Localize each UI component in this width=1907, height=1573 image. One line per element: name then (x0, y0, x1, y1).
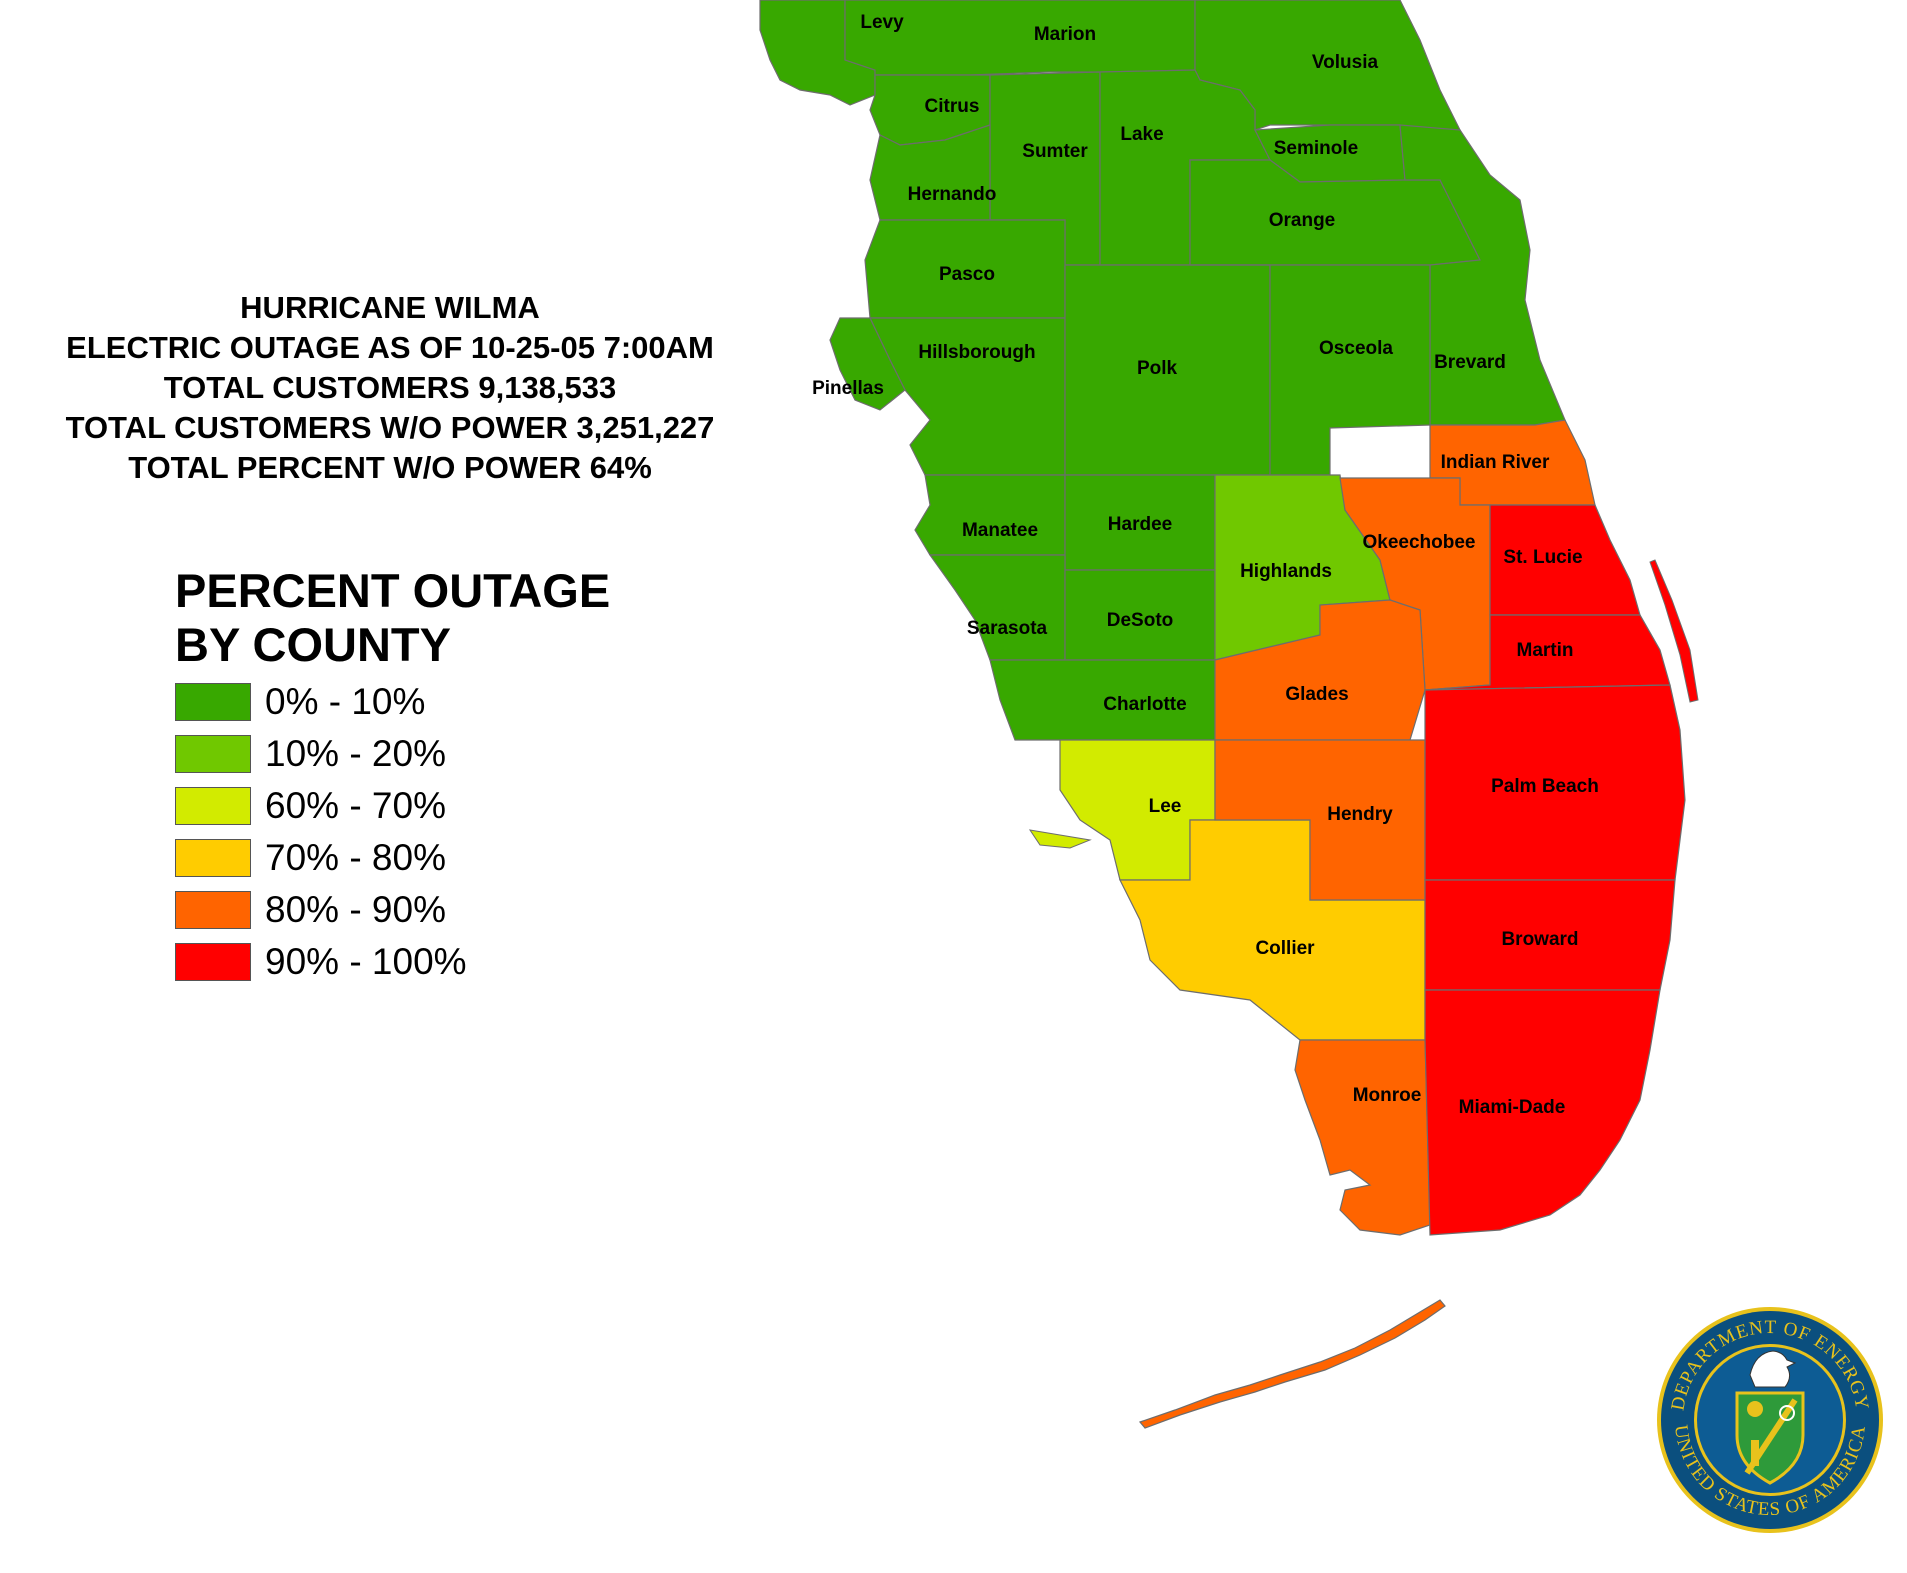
title-line: TOTAL PERCENT W/O POWER 64% (128, 450, 652, 485)
county-label: Seminole (1274, 138, 1358, 159)
legend-items: 0% - 10% 10% - 20% 60% - 70% 70% - 80% 8… (175, 676, 610, 988)
legend-label: 70% - 80% (265, 837, 446, 878)
atom-icon (1779, 1405, 1795, 1421)
county-osceola[interactable] (1190, 264, 1431, 476)
legend: PERCENT OUTAGE BY COUNTY 0% - 10% 10% - … (175, 564, 610, 988)
county-label: Broward (1501, 929, 1578, 950)
county-label: Hernando (908, 184, 997, 205)
county-label: Volusia (1312, 52, 1379, 73)
legend-label: 90% - 100% (265, 941, 467, 982)
title-line: HURRICANE WILMA (240, 290, 540, 325)
eagle-icon (1749, 1350, 1797, 1388)
legend-label: 10% - 20% (265, 733, 446, 774)
county-label: St. Lucie (1503, 547, 1582, 568)
title-line: ELECTRIC OUTAGE AS OF 10-25-05 7:00AM (66, 330, 714, 365)
county-label: Palm Beach (1491, 776, 1599, 797)
legend-label: 0% - 10% (265, 681, 426, 722)
legend-swatch (175, 839, 251, 877)
county-label: Lee (1149, 796, 1182, 817)
legend-swatch (175, 891, 251, 929)
county-label: Orange (1269, 210, 1336, 231)
county-label: Monroe (1353, 1085, 1422, 1106)
legend-swatch (175, 943, 251, 981)
county-label: Hardee (1108, 514, 1172, 535)
county-label: Pinellas (812, 378, 884, 399)
county-label: Citrus (925, 96, 980, 117)
legend-item: 60% - 70% (175, 780, 610, 832)
department-of-energy-seal-icon: DEPARTMENT OF ENERGY UNITED STATES OF AM… (1657, 1307, 1883, 1533)
monroe-keys (1138, 1299, 1446, 1429)
legend-label: 60% - 70% (265, 785, 446, 826)
sun-icon (1747, 1401, 1763, 1417)
county-label: DeSoto (1107, 610, 1174, 631)
barrier-island-east (1649, 559, 1699, 703)
county-broward[interactable] (1424, 879, 1676, 991)
legend-title: PERCENT OUTAGE BY COUNTY (175, 564, 610, 672)
county-label: Collier (1255, 938, 1315, 959)
map-title-block: HURRICANE WILMA ELECTRIC OUTAGE AS OF 10… (10, 288, 770, 488)
county-label: Polk (1137, 358, 1178, 379)
county-label: Lake (1120, 124, 1163, 145)
legend-item: 90% - 100% (175, 936, 610, 988)
county-label: Miami-Dade (1459, 1097, 1566, 1118)
legend-item: 80% - 90% (175, 884, 610, 936)
county-monroe[interactable] (1294, 1039, 1431, 1236)
county-sarasota[interactable] (928, 554, 1066, 661)
county-label: Marion (1034, 24, 1096, 45)
title-line: TOTAL CUSTOMERS 9,138,533 (163, 370, 617, 405)
county-label: Levy (860, 12, 904, 33)
county-hernando[interactable] (869, 124, 991, 221)
title-line: TOTAL CUSTOMERS W/O POWER 3,251,227 (65, 410, 715, 445)
sanibel-island (1028, 829, 1092, 849)
legend-swatch (175, 683, 251, 721)
county-label: Osceola (1319, 338, 1393, 359)
county-label: Charlotte (1103, 694, 1186, 715)
legend-item: 10% - 20% (175, 728, 610, 780)
county-label: Hillsborough (918, 342, 1035, 363)
tower-icon (1751, 1440, 1759, 1466)
county-label: Okeechobee (1363, 532, 1476, 553)
county-label: Manatee (962, 520, 1038, 541)
county-miami-dade[interactable] (1424, 989, 1661, 1236)
county-label: Sumter (1022, 141, 1088, 162)
county-label: Brevard (1434, 352, 1506, 373)
legend-item: 0% - 10% (175, 676, 610, 728)
county-label: Pasco (939, 264, 995, 285)
county-label: Glades (1285, 684, 1348, 705)
county-label: Martin (1517, 640, 1574, 661)
legend-item: 70% - 80% (175, 832, 610, 884)
county-manatee[interactable] (914, 474, 1066, 556)
county-label: Highlands (1240, 561, 1332, 582)
county-label: Sarasota (967, 618, 1048, 639)
legend-label: 80% - 90% (265, 889, 446, 930)
legend-title-line: PERCENT OUTAGE (175, 564, 611, 617)
legend-swatch (175, 735, 251, 773)
legend-swatch (175, 787, 251, 825)
legend-title-line: BY COUNTY (175, 618, 451, 671)
county-label: Hendry (1327, 804, 1393, 825)
county-label: Indian River (1441, 452, 1550, 473)
county-pinellas[interactable] (829, 317, 906, 411)
